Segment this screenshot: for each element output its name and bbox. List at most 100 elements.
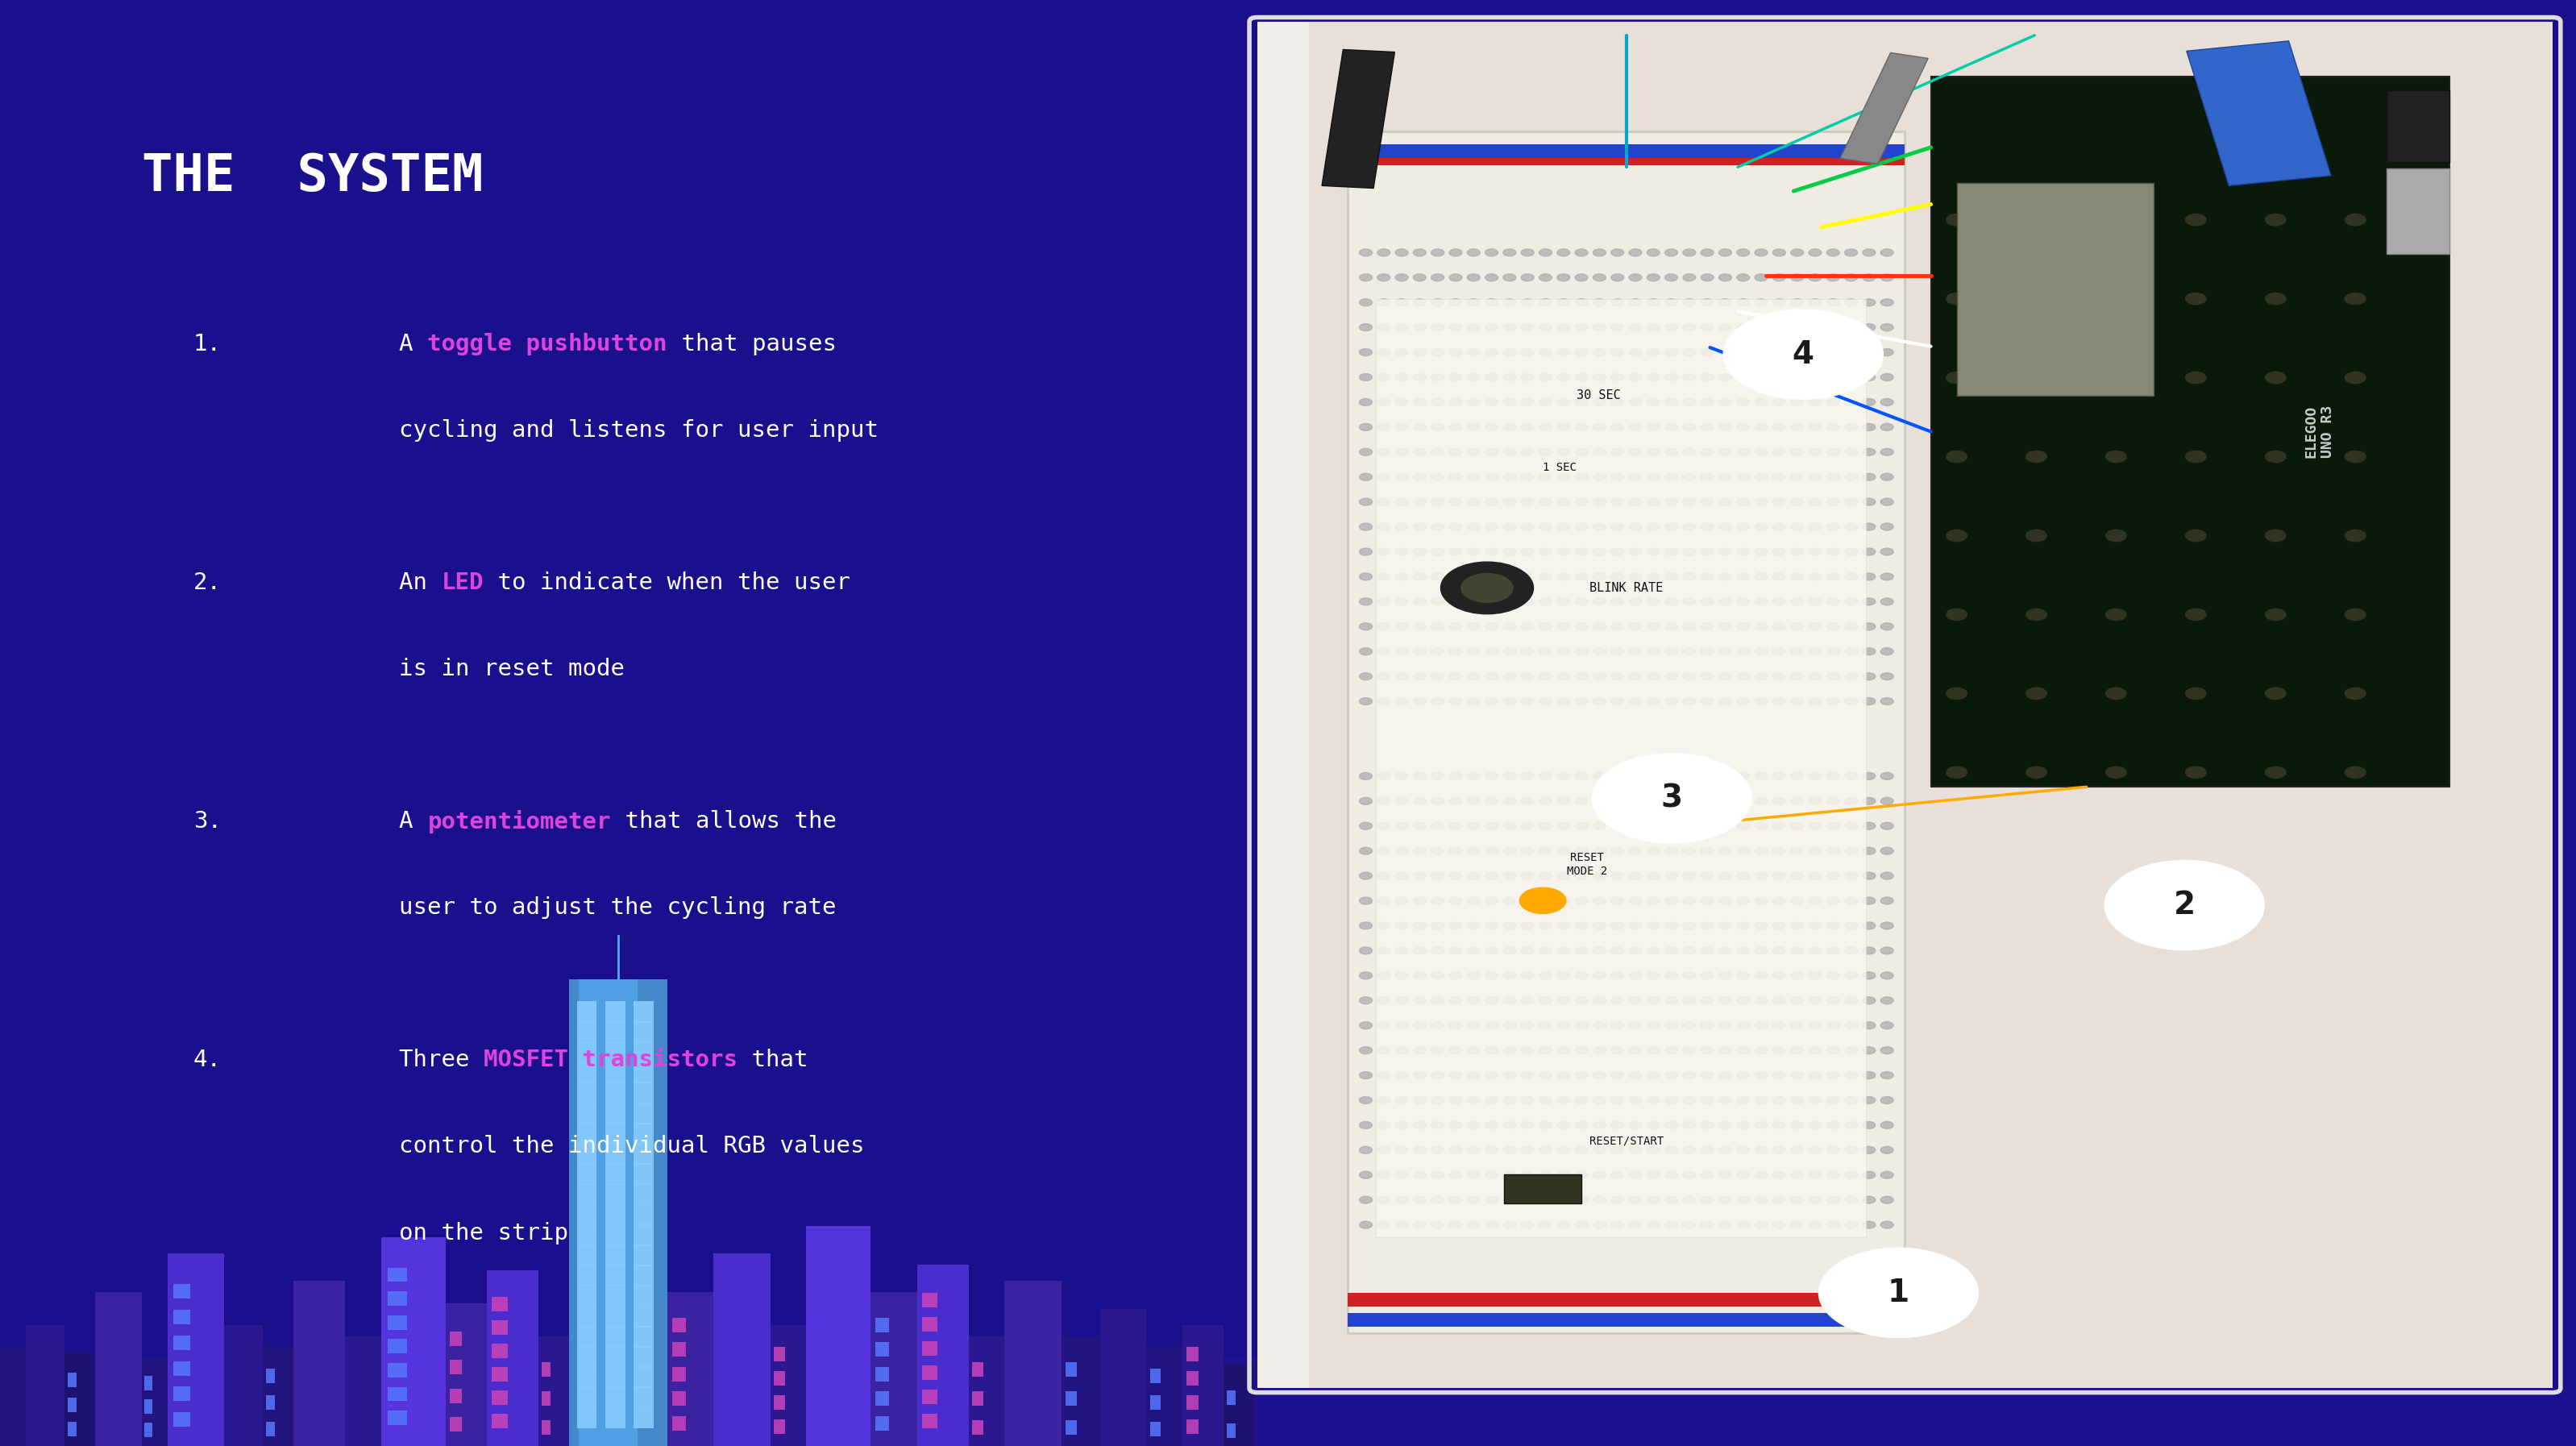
Bar <box>634 1184 654 1206</box>
Circle shape <box>1450 847 1463 855</box>
Circle shape <box>1628 772 1641 779</box>
Circle shape <box>1754 1196 1767 1203</box>
Circle shape <box>1520 473 1533 480</box>
Bar <box>605 1061 626 1083</box>
Circle shape <box>1556 273 1569 281</box>
Circle shape <box>1646 623 1659 630</box>
Circle shape <box>1450 1022 1463 1030</box>
Bar <box>224 1325 263 1446</box>
Circle shape <box>1646 847 1659 855</box>
Circle shape <box>1486 1022 1499 1030</box>
Circle shape <box>1664 424 1677 431</box>
Circle shape <box>1610 623 1623 630</box>
Circle shape <box>1880 348 1893 356</box>
Circle shape <box>1610 947 1623 954</box>
Circle shape <box>1610 573 1623 580</box>
Circle shape <box>1360 672 1373 680</box>
Circle shape <box>1754 1047 1767 1054</box>
Circle shape <box>1450 897 1463 904</box>
Bar <box>634 1366 654 1388</box>
Circle shape <box>1844 923 1857 930</box>
Circle shape <box>2105 766 2125 778</box>
Circle shape <box>1486 348 1499 356</box>
Circle shape <box>1610 897 1623 904</box>
Circle shape <box>1682 1096 1695 1103</box>
Circle shape <box>1754 797 1767 804</box>
Circle shape <box>1468 672 1481 680</box>
Circle shape <box>1520 324 1533 331</box>
Circle shape <box>1736 648 1749 655</box>
Circle shape <box>1486 797 1499 804</box>
Circle shape <box>1844 1222 1857 1229</box>
Circle shape <box>1718 1196 1731 1203</box>
Circle shape <box>1556 448 1569 455</box>
Circle shape <box>1504 573 1517 580</box>
Circle shape <box>1360 548 1373 555</box>
Circle shape <box>1844 772 1857 779</box>
Circle shape <box>1378 373 1391 380</box>
Circle shape <box>1947 766 1968 778</box>
Circle shape <box>1360 573 1373 580</box>
Bar <box>492 1391 507 1406</box>
Circle shape <box>1862 672 1875 680</box>
Circle shape <box>1826 672 1839 680</box>
Circle shape <box>1790 1147 1803 1154</box>
Circle shape <box>1538 373 1551 380</box>
Circle shape <box>1574 1122 1587 1129</box>
Circle shape <box>1772 797 1785 804</box>
Circle shape <box>1610 648 1623 655</box>
Circle shape <box>1538 823 1551 830</box>
Circle shape <box>1556 573 1569 580</box>
Bar <box>1149 1395 1162 1410</box>
Circle shape <box>1486 249 1499 256</box>
Circle shape <box>1736 473 1749 480</box>
Circle shape <box>1736 1071 1749 1079</box>
Circle shape <box>1396 648 1409 655</box>
Circle shape <box>1664 324 1677 331</box>
Circle shape <box>1378 623 1391 630</box>
Circle shape <box>1718 797 1731 804</box>
Bar <box>1100 1309 1146 1446</box>
Circle shape <box>2344 529 2365 541</box>
Text: that allows the: that allows the <box>611 810 837 833</box>
Text: A: A <box>399 333 428 356</box>
Circle shape <box>1718 249 1731 256</box>
Circle shape <box>1520 872 1533 879</box>
Circle shape <box>2344 451 2365 463</box>
Circle shape <box>1700 1071 1713 1079</box>
Circle shape <box>1790 499 1803 506</box>
Circle shape <box>1396 623 1409 630</box>
Circle shape <box>1718 448 1731 455</box>
Circle shape <box>1360 1222 1373 1229</box>
Circle shape <box>1520 1022 1533 1030</box>
Circle shape <box>1880 1096 1893 1103</box>
Bar <box>492 1320 507 1335</box>
Circle shape <box>1682 1022 1695 1030</box>
Circle shape <box>1574 923 1587 930</box>
Circle shape <box>1610 548 1623 555</box>
Circle shape <box>1450 1171 1463 1178</box>
Circle shape <box>1844 373 1857 380</box>
Circle shape <box>1844 548 1857 555</box>
Circle shape <box>1880 548 1893 555</box>
Circle shape <box>1844 523 1857 531</box>
Bar <box>577 1326 598 1348</box>
Circle shape <box>1826 1096 1839 1103</box>
Circle shape <box>1628 1022 1641 1030</box>
Text: 1: 1 <box>1888 1277 1909 1309</box>
Circle shape <box>1664 548 1677 555</box>
Circle shape <box>1520 548 1533 555</box>
Circle shape <box>1826 273 1839 281</box>
Circle shape <box>1682 599 1695 606</box>
Circle shape <box>1504 947 1517 954</box>
Circle shape <box>1592 523 1605 531</box>
Text: 3: 3 <box>1662 782 1682 814</box>
Circle shape <box>1862 797 1875 804</box>
Circle shape <box>1432 1071 1445 1079</box>
Circle shape <box>1574 373 1587 380</box>
Circle shape <box>1378 324 1391 331</box>
Circle shape <box>1664 573 1677 580</box>
Bar <box>605 1265 626 1287</box>
Circle shape <box>1574 972 1587 979</box>
Circle shape <box>1504 672 1517 680</box>
